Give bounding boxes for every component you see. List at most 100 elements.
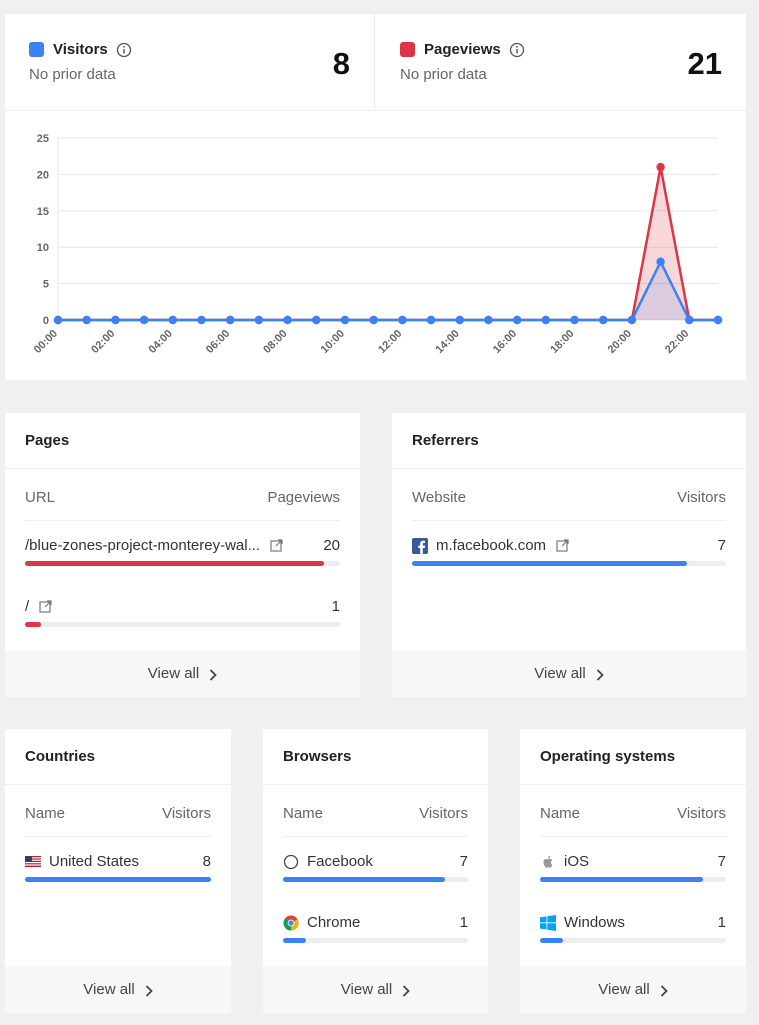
os-panel: Operating systems Name Visitors iOS 7 Wind… [520, 729, 746, 1013]
progress-track [283, 877, 468, 882]
data-point-visitors [484, 315, 493, 325]
data-point-visitors [340, 315, 350, 325]
row-label: / [25, 598, 30, 615]
data-point-visitors [541, 315, 551, 325]
y-tick-label: 10 [37, 242, 49, 254]
list-item[interactable]: United States 8 [25, 853, 211, 905]
divider [5, 110, 746, 111]
data-point-visitors [627, 315, 637, 325]
data-point-visitors [139, 315, 149, 325]
column-header-right: Visitors [162, 805, 211, 822]
visitors-stat: Visitors No prior data 8 [5, 14, 375, 110]
countries-panel: Countries Name Visitors United States 8 Vi… [5, 729, 231, 1013]
panel-title: Countries [25, 748, 96, 765]
series-area-visitors [58, 261, 718, 320]
apple-icon [540, 854, 556, 870]
view-all-button[interactable]: View all [392, 650, 746, 697]
list-item[interactable]: Facebook 7 [283, 853, 468, 905]
pageviews-stat: Pageviews No prior data 21 [376, 14, 746, 110]
list-item[interactable]: / 1 [25, 598, 340, 650]
view-all-button[interactable]: View all [5, 966, 231, 1013]
view-all-button[interactable]: View all [5, 650, 360, 697]
data-point-visitors [283, 315, 292, 325]
divider [392, 468, 746, 469]
divider [25, 520, 340, 521]
row-value: 20 [323, 537, 340, 554]
list-item[interactable]: /blue-zones-project-monterey-wal... 20 [25, 537, 340, 589]
column-header-right: Visitors [419, 805, 468, 822]
row-label: Windows [564, 914, 625, 931]
divider [412, 520, 726, 521]
info-icon[interactable] [509, 42, 525, 58]
us-flag-icon [25, 854, 41, 870]
info-icon[interactable] [116, 42, 132, 58]
chevron-right-icon [660, 984, 668, 997]
progress-bar [412, 561, 687, 566]
progress-bar [25, 622, 41, 627]
progress-track [540, 877, 726, 882]
x-tick-label: 18:00 [548, 328, 576, 356]
y-tick-label: 0 [43, 315, 49, 327]
series-line-visitors [58, 260, 718, 322]
divider [5, 784, 231, 785]
list-item[interactable]: Windows 1 [540, 914, 726, 966]
pageviews-label: Pageviews [424, 41, 501, 58]
x-tick-label: 14:00 [433, 328, 461, 356]
column-header-left: Name [540, 805, 581, 822]
list-item[interactable]: Chrome 1 [283, 914, 468, 966]
referrers-panel: Referrers Website Visitors m.facebook.com … [392, 413, 746, 697]
pageviews-legend-swatch [400, 42, 415, 57]
row-value: 7 [717, 853, 726, 870]
divider [520, 784, 746, 785]
facebook-browser-icon [283, 854, 299, 870]
data-point-visitors [656, 257, 665, 266]
row-value: 1 [331, 598, 340, 615]
data-point-visitors [512, 315, 522, 325]
stats-card: Visitors No prior data 8 Pageviews No pr… [5, 14, 746, 380]
data-point-visitors [455, 315, 464, 325]
view-all-label: View all [534, 665, 586, 682]
progress-track [540, 938, 726, 943]
y-tick-label: 20 [37, 169, 49, 181]
x-tick-label: 16:00 [491, 328, 519, 356]
view-all-button[interactable]: View all [520, 966, 746, 1013]
progress-bar [283, 877, 445, 882]
y-tick-label: 15 [37, 206, 49, 218]
column-header-left: Name [25, 805, 66, 822]
progress-track [25, 877, 211, 882]
x-tick-label: 12:00 [376, 328, 404, 356]
row-label: Chrome [307, 914, 361, 931]
data-point-pageviews [656, 162, 665, 172]
list-item[interactable]: m.facebook.com 7 [412, 537, 726, 589]
data-point-visitors [570, 315, 579, 325]
divider [283, 836, 468, 837]
column-header-left: Website [412, 489, 466, 506]
x-tick-label: 10:00 [319, 328, 347, 356]
visitors-label: Visitors [53, 41, 108, 58]
series-line-pageviews [58, 165, 718, 322]
view-all-button[interactable]: View all [263, 966, 488, 1013]
row-label: Facebook [307, 853, 373, 870]
row-value: 8 [202, 853, 211, 870]
panel-title: Pages [25, 432, 70, 449]
divider [5, 468, 360, 469]
y-tick-label: 5 [43, 279, 49, 291]
row-label: /blue-zones-project-monterey-wal... [25, 537, 261, 554]
column-header-left: URL [25, 489, 56, 506]
external-link-icon[interactable] [556, 539, 569, 552]
view-all-label: View all [598, 981, 650, 998]
column-header-right: Visitors [677, 489, 726, 506]
external-link-icon[interactable] [39, 600, 52, 613]
list-item[interactable]: iOS 7 [540, 853, 726, 905]
panel-title: Referrers [412, 432, 479, 449]
x-tick-label: 00:00 [32, 328, 60, 356]
windows-icon [540, 914, 556, 931]
progress-track [283, 938, 468, 943]
data-point-visitors [398, 315, 407, 325]
divider [540, 836, 726, 837]
data-point-visitors [426, 315, 436, 325]
progress-track [25, 561, 340, 566]
y-tick-label: 25 [37, 133, 49, 145]
external-link-icon[interactable] [270, 539, 283, 552]
chevron-right-icon [145, 984, 153, 997]
